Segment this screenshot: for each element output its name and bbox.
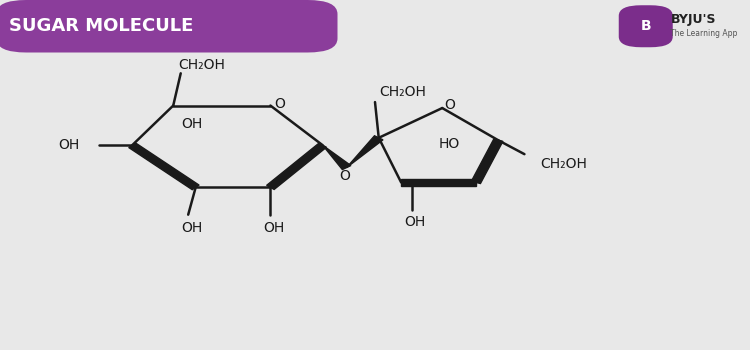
Text: O: O bbox=[444, 98, 455, 112]
Text: O: O bbox=[340, 169, 350, 183]
Text: The Learning App: The Learning App bbox=[670, 29, 738, 38]
Text: B: B bbox=[640, 19, 651, 33]
Text: CH₂OH: CH₂OH bbox=[380, 85, 426, 99]
Text: CH₂OH: CH₂OH bbox=[178, 58, 225, 72]
Text: O: O bbox=[274, 97, 285, 111]
Polygon shape bbox=[401, 179, 476, 186]
Text: OH: OH bbox=[182, 117, 203, 131]
Text: OH: OH bbox=[263, 221, 285, 235]
Polygon shape bbox=[322, 145, 351, 169]
Text: CH₂OH: CH₂OH bbox=[541, 157, 587, 171]
Polygon shape bbox=[471, 139, 502, 183]
Polygon shape bbox=[129, 143, 199, 190]
Text: OH: OH bbox=[404, 215, 425, 229]
Text: OH: OH bbox=[58, 138, 80, 152]
Text: OH: OH bbox=[182, 221, 203, 235]
Text: HO: HO bbox=[439, 137, 460, 151]
Polygon shape bbox=[346, 136, 383, 168]
Polygon shape bbox=[267, 143, 326, 189]
Text: SUGAR MOLECULE: SUGAR MOLECULE bbox=[9, 17, 194, 35]
Text: BYJU'S: BYJU'S bbox=[670, 13, 716, 26]
